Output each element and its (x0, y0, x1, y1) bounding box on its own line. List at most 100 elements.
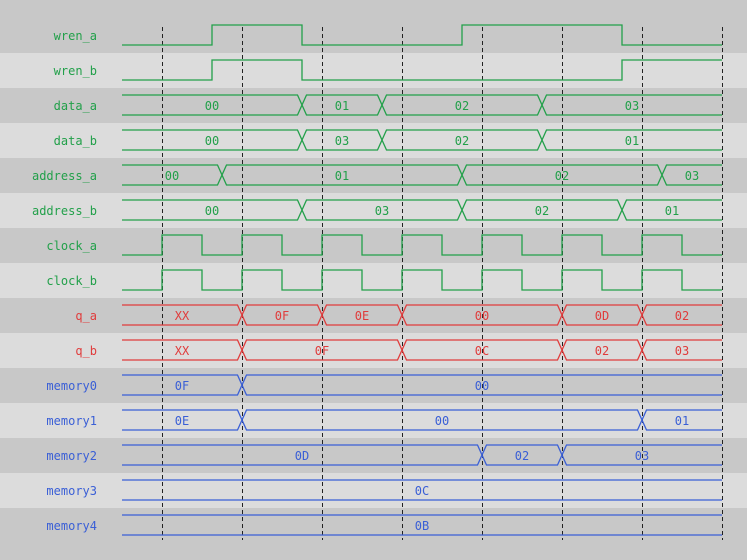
bit-trace (122, 59, 722, 81)
row-background (0, 228, 747, 263)
bus-segment (541, 94, 722, 116)
waveforms: 00 01 02 03 00 03 02 01 00 01 02 03 00 03 02 01 XX 0F 0E 00… (122, 24, 722, 536)
bus-value: 01 (675, 414, 689, 428)
signal-label-clock_a: clock_a (46, 239, 97, 253)
bus-value: 0D (295, 449, 309, 463)
signal-labels: wren_a wren_b data_a data_b address_aaddress… (32, 29, 97, 533)
row-background (0, 158, 747, 193)
waveform-memory3: 0C (122, 479, 722, 501)
bus-segment (541, 129, 722, 151)
bus-value: 0F (275, 309, 289, 323)
bus-segment (661, 164, 722, 186)
bus-value: 00 (475, 379, 489, 393)
waveform-address_b: 00 03 02 01 (122, 199, 722, 221)
row-background (0, 298, 747, 333)
bus-value: 02 (675, 309, 689, 323)
bus-value: 00 (475, 309, 489, 323)
signal-label-data_a: data_a (54, 99, 97, 113)
row-background (0, 473, 747, 508)
row-backgrounds (0, 18, 747, 543)
row-background (0, 438, 747, 473)
bus-value: 0E (175, 414, 189, 428)
row-background (0, 508, 747, 543)
bus-segment (122, 514, 722, 536)
row-background (0, 88, 747, 123)
bus-value: 00 (205, 204, 219, 218)
bus-value: 00 (205, 134, 219, 148)
waveform-memory4: 0B (122, 514, 722, 536)
bit-trace (122, 24, 722, 46)
waveform-memory1: 0E 00 01 (122, 409, 722, 431)
row-background (0, 193, 747, 228)
bus-value: XX (175, 309, 190, 323)
waveform-q_a: XX 0F 0E 00 0D 02 (122, 304, 722, 326)
bus-segment (621, 199, 722, 221)
signal-label-q_a: q_a (75, 309, 97, 323)
signal-label-memory1: memory1 (46, 414, 97, 428)
bus-value: 02 (455, 99, 469, 113)
bus-value: 02 (535, 204, 549, 218)
bus-value: 02 (595, 344, 609, 358)
bus-value: 01 (625, 134, 639, 148)
bus-value: 0F (175, 379, 189, 393)
bus-value: 00 (205, 99, 219, 113)
bus-value: 02 (555, 169, 569, 183)
row-background (0, 333, 747, 368)
signal-label-memory4: memory4 (46, 519, 97, 533)
bus-value: 0F (315, 344, 329, 358)
bus-value: 00 (165, 169, 179, 183)
bus-value: 03 (335, 134, 349, 148)
waveform-wren_b (122, 59, 722, 81)
bus-value: 02 (455, 134, 469, 148)
bus-value: 03 (625, 99, 639, 113)
row-background (0, 263, 747, 298)
waveform-q_b: XX 0F 0C 02 03 (122, 339, 722, 361)
waveform-address_a: 00 01 02 03 (122, 164, 722, 186)
row-background (0, 368, 747, 403)
waveform-memory2: 0D 02 03 (122, 444, 722, 466)
bus-value: 0C (415, 484, 429, 498)
signal-label-data_b: data_b (54, 134, 97, 148)
bus-value: 01 (335, 169, 349, 183)
row-background (0, 403, 747, 438)
signal-label-memory0: memory0 (46, 379, 97, 393)
waveform-clock_b (122, 269, 722, 291)
signal-label-wren_a: wren_a (54, 29, 97, 43)
bus-value: 00 (435, 414, 449, 428)
signal-label-memory2: memory2 (46, 449, 97, 463)
waveform-memory0: 0F 00 (122, 374, 722, 396)
bus-value: 0E (355, 309, 369, 323)
bus-value: XX (175, 344, 190, 358)
bus-value: 03 (675, 344, 689, 358)
waveform-wren_a (122, 24, 722, 46)
bus-segment (241, 374, 722, 396)
bit-trace (122, 234, 722, 256)
bus-segment (641, 409, 722, 431)
bus-value: 0D (595, 309, 609, 323)
row-background (0, 123, 747, 158)
bus-segment (122, 479, 722, 501)
bus-segment (561, 444, 722, 466)
bus-segment (641, 339, 722, 361)
bus-value: 03 (685, 169, 699, 183)
signal-label-address_a: address_a (32, 169, 97, 183)
signal-label-clock_b: clock_b (46, 274, 97, 288)
bus-value: 01 (335, 99, 349, 113)
bus-value: 03 (375, 204, 389, 218)
waveform-clock_a (122, 234, 722, 256)
bus-value: 0C (475, 344, 489, 358)
bit-trace (122, 269, 722, 291)
bus-value: 0B (415, 519, 429, 533)
waveform-data_a: 00 01 02 03 (122, 94, 722, 116)
signal-label-wren_b: wren_b (54, 64, 97, 78)
signal-label-q_b: q_b (75, 344, 97, 358)
row-background (0, 18, 747, 53)
bus-value: 01 (665, 204, 679, 218)
bus-value: 03 (635, 449, 649, 463)
bus-segment (641, 304, 722, 326)
waveform-data_b: 00 03 02 01 (122, 129, 722, 151)
row-background (0, 53, 747, 88)
signal-label-memory3: memory3 (46, 484, 97, 498)
signal-label-address_b: address_b (32, 204, 97, 218)
